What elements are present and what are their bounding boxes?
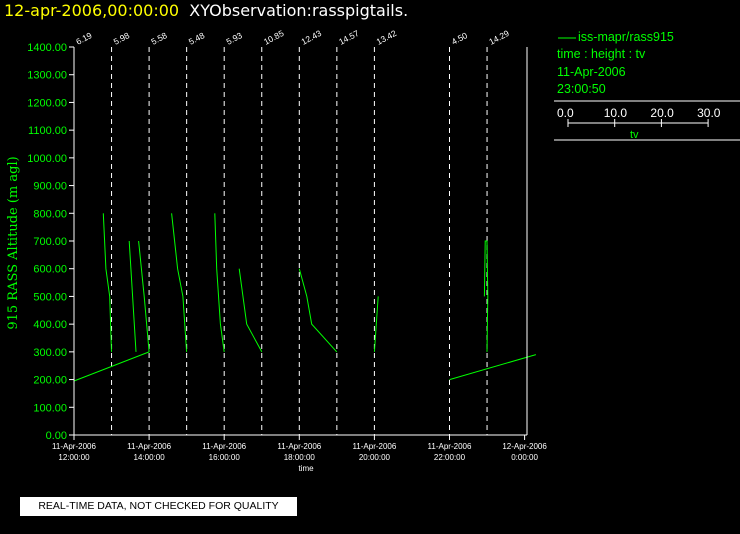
x-axis-ticks: 11-Apr-2006 12:00:00 11-Apr-2006 14:00:00 11… bbox=[52, 435, 547, 462]
x-axis-label: time bbox=[298, 464, 314, 473]
series-segment bbox=[73, 351, 150, 382]
quality-note: REAL-TIME DATA, NOT CHECKED FOR QUALITY bbox=[20, 497, 297, 516]
x-tick-time: 18:00:00 bbox=[284, 453, 316, 462]
x-tick-date: 11-Apr-2006 bbox=[52, 442, 96, 451]
x-tick-time: 20:00:00 bbox=[359, 453, 391, 462]
x-tick-date: 11-Apr-2006 bbox=[127, 442, 171, 451]
legend-scale-tick-label: 20.0 bbox=[650, 106, 674, 120]
y-tick-label: 1300.00 bbox=[27, 70, 67, 82]
x-tick-date: 11-Apr-2006 bbox=[352, 442, 396, 451]
series-segment bbox=[483, 240, 489, 352]
series-segment bbox=[171, 213, 188, 352]
y-axis-ticks: 0.00 100.00 200.00 300.00 400.00 500.00 600.00… bbox=[27, 42, 74, 442]
y-tick-label: 800.00 bbox=[33, 208, 67, 220]
reference-line-label: 14.29 bbox=[487, 28, 511, 47]
series-segment bbox=[102, 213, 112, 352]
reference-lines: 6.19 5.98 5.58 5.48 5.93 10.85 12.43 14.57 13.42… bbox=[73, 28, 511, 435]
x-tick-time: 12:00:00 bbox=[58, 453, 90, 462]
series-segment bbox=[238, 268, 263, 353]
legend-scale-ticks bbox=[567, 119, 709, 127]
page-title-date: 12-apr-2006,00:00:00 bbox=[4, 1, 180, 20]
y-tick-label: 1000.00 bbox=[27, 153, 67, 165]
y-tick-label: 500.00 bbox=[33, 291, 67, 303]
page-title-text: XYObservation:rasspigtails. bbox=[189, 1, 409, 20]
series-segment bbox=[128, 240, 137, 352]
reference-line-label: 14.57 bbox=[337, 28, 361, 47]
y-tick-label: 200.00 bbox=[33, 375, 67, 387]
x-tick-date: 11-Apr-2006 bbox=[202, 442, 246, 451]
legend-scale-tick-label: 10.0 bbox=[603, 106, 628, 120]
y-tick-label: 1100.00 bbox=[28, 125, 67, 137]
series-segment bbox=[373, 296, 379, 352]
y-tick-label: 1200.00 bbox=[27, 97, 67, 109]
series-segment bbox=[298, 268, 338, 353]
reference-line-label: 12.43 bbox=[300, 28, 324, 47]
legend-date: 11-Apr-2006 bbox=[557, 65, 626, 79]
legend-series-label: iss-mapr/rass915 bbox=[578, 30, 674, 44]
reference-line-label: 5.48 bbox=[187, 30, 207, 47]
reference-line-label: 5.93 bbox=[224, 30, 244, 47]
reference-line-label: 5.98 bbox=[112, 30, 132, 47]
x-tick-time: 22:00:00 bbox=[434, 453, 466, 462]
data-series bbox=[73, 213, 537, 382]
legend-axes-label: time : height : tv bbox=[557, 47, 646, 61]
page-title: 12-apr-2006,00:00:00 XYObservation:rassp… bbox=[4, 1, 408, 20]
x-tick-time: 14:00:00 bbox=[134, 453, 166, 462]
y-tick-label: 100.00 bbox=[33, 402, 67, 414]
series-segment bbox=[138, 240, 150, 352]
reference-line-label: 4.50 bbox=[450, 30, 470, 47]
legend-scale-tick-label: 30.0 bbox=[697, 106, 721, 120]
x-tick-date: 12-Apr-2006 bbox=[502, 442, 547, 451]
legend-scale-label: tv bbox=[630, 129, 639, 141]
x-tick-time: 16:00:00 bbox=[209, 453, 241, 462]
series-segment bbox=[214, 213, 225, 352]
reference-line-label: 10.85 bbox=[262, 28, 286, 47]
series-segment bbox=[449, 354, 537, 381]
x-tick-date: 11-Apr-2006 bbox=[277, 442, 321, 451]
y-tick-label: 1400.00 bbox=[27, 42, 67, 54]
y-axis-label: 915 RASS Altitude (m agl) bbox=[6, 156, 21, 329]
legend-graphics bbox=[554, 37, 740, 141]
y-tick-label: 700.00 bbox=[33, 236, 67, 248]
reference-line-label: 6.19 bbox=[74, 30, 94, 47]
x-tick-time: 0:00:00 bbox=[511, 453, 538, 462]
legend-panel: iss-mapr/rass915 time : height : tv 11-A… bbox=[554, 26, 740, 156]
legend-time: 23:00:50 bbox=[557, 82, 606, 96]
y-tick-label: 300.00 bbox=[33, 347, 67, 359]
legend-scale-tick-label: 0.0 bbox=[557, 106, 574, 120]
x-tick-date: 11-Apr-2006 bbox=[428, 442, 472, 451]
y-tick-label: 0.00 bbox=[46, 430, 67, 442]
y-tick-label: 900.00 bbox=[33, 181, 67, 193]
y-tick-label: 400.00 bbox=[33, 319, 67, 331]
reference-line-label: 5.58 bbox=[149, 30, 169, 47]
reference-line-label: 13.42 bbox=[375, 28, 399, 47]
y-tick-label: 600.00 bbox=[33, 264, 67, 276]
